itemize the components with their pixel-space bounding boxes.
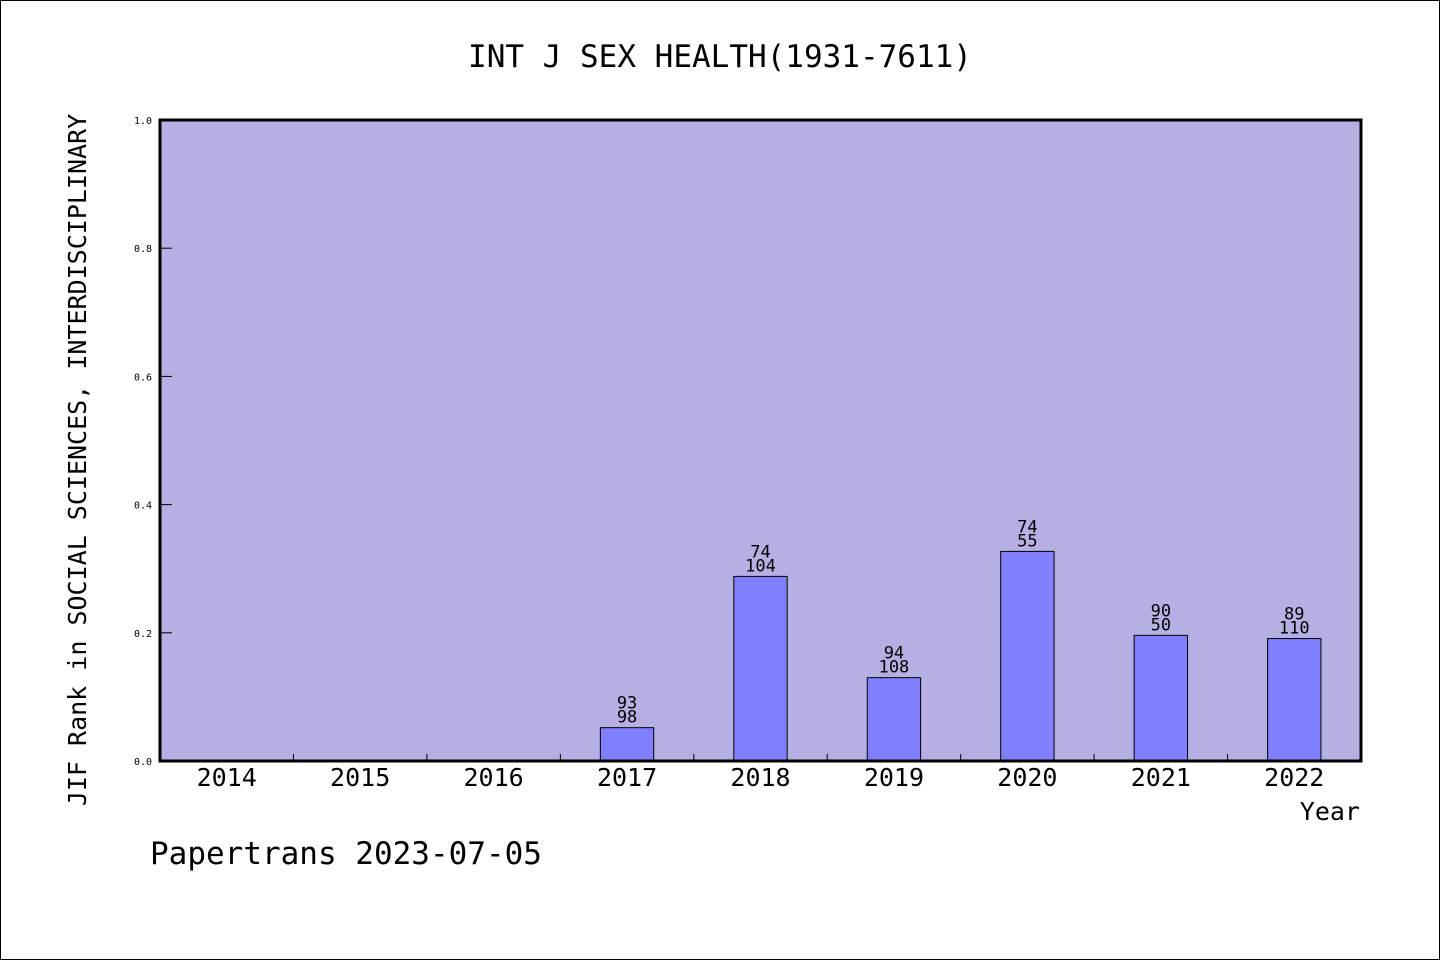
bar-label-top: 94 xyxy=(884,644,904,664)
x-tick-label: 2015 xyxy=(330,763,390,792)
bar-label-bottom: 55 xyxy=(1017,531,1037,551)
y-tick-label: 1.0 xyxy=(134,116,152,127)
x-axis-ticks: 2014 2015 2016 2017 2018 2019 2020 2021 2022 xyxy=(197,754,1324,792)
y-tick-label: 0.4 xyxy=(134,501,152,512)
y-tick-label: 0.8 xyxy=(134,244,152,255)
footer-text: Papertrans 2023-07-05 xyxy=(150,836,542,872)
x-tick-label: 2019 xyxy=(864,763,924,792)
x-tick-label: 2014 xyxy=(197,763,257,792)
bar-label-top: 93 xyxy=(617,694,637,714)
y-tick-label: 0.0 xyxy=(134,757,152,768)
bar-label-top: 74 xyxy=(1017,517,1037,537)
bar-label-bottom: 104 xyxy=(745,556,776,576)
x-tick-label: 2021 xyxy=(1131,763,1191,792)
bar-label-bottom: 50 xyxy=(1151,615,1171,635)
bar-2021 xyxy=(1133,634,1189,762)
bar-label-top: 90 xyxy=(1151,601,1171,621)
plot-border xyxy=(158,118,1363,763)
bar-2019 xyxy=(866,677,922,762)
bar-2022 xyxy=(1267,638,1322,762)
bar-label-bottom: 108 xyxy=(879,658,910,678)
x-tick-label: 2018 xyxy=(730,763,790,792)
bar-label-bottom: 110 xyxy=(1279,619,1310,639)
x-tick-label: 2020 xyxy=(997,763,1057,792)
y-axis-label: JIF Rank in SOCIAL SCIENCES, INTERDISCIP… xyxy=(63,114,92,806)
bars xyxy=(599,550,1322,762)
x-tick-label: 2022 xyxy=(1264,763,1324,792)
chart-title: INT J SEX HEALTH(1931-7611) xyxy=(468,39,972,75)
y-tick-label: 0.2 xyxy=(134,629,152,640)
bar-2017 xyxy=(599,727,655,762)
x-tick-label: 2016 xyxy=(464,763,524,792)
bar-2018 xyxy=(733,575,788,762)
x-axis-label: Year xyxy=(1300,797,1360,826)
x-tick-label: 2017 xyxy=(597,763,657,792)
bar-label-bottom: 98 xyxy=(617,708,637,728)
y-axis-ticks: 0.0 0.2 0.4 0.6 0.8 1.0 xyxy=(134,116,172,768)
bar-2020 xyxy=(1000,550,1055,762)
bar-label-top: 74 xyxy=(750,542,770,562)
bar-label-top: 89 xyxy=(1284,605,1304,625)
y-tick-label: 0.6 xyxy=(134,372,152,383)
